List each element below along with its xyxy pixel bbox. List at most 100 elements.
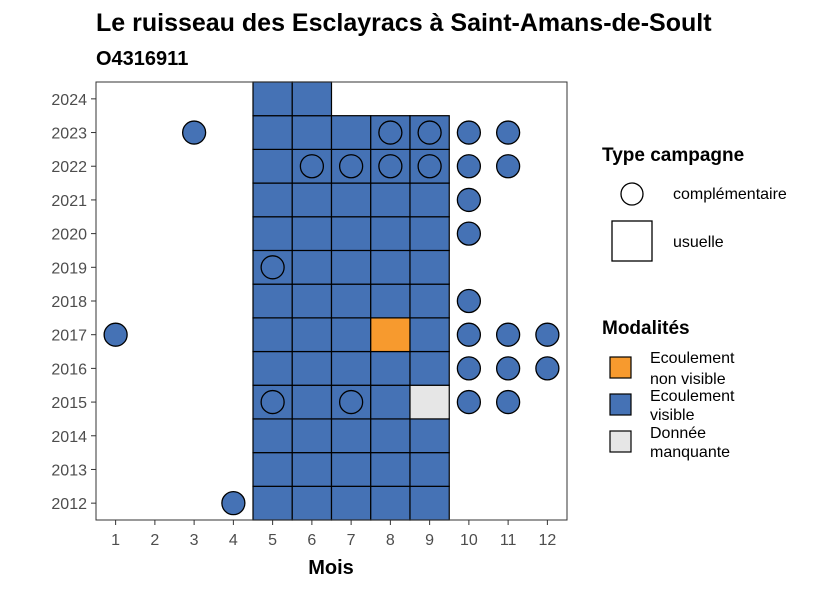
tile-2018-5 bbox=[252, 283, 293, 319]
tile-2019-7 bbox=[330, 249, 372, 285]
point-2015-5 bbox=[260, 389, 285, 415]
point-2017-1 bbox=[103, 322, 128, 347]
tile-2012-5 bbox=[252, 485, 293, 521]
tile-2012-6 bbox=[291, 485, 333, 521]
point-2012-4 bbox=[221, 491, 246, 516]
point-2016-11 bbox=[495, 356, 521, 381]
point-2017-11 bbox=[495, 322, 521, 347]
tile-2015-9 bbox=[409, 384, 450, 420]
y-tick-label: 2020 bbox=[51, 227, 87, 244]
tile-2016-6 bbox=[291, 350, 333, 386]
point-2017-12 bbox=[535, 322, 560, 347]
point-2022-11 bbox=[495, 154, 521, 179]
tile-2014-5 bbox=[252, 418, 293, 454]
tile-2021-6 bbox=[291, 182, 333, 218]
legend-modalites-title: Modalités bbox=[602, 318, 690, 339]
point-2022-10 bbox=[456, 154, 482, 179]
tile-2012-8 bbox=[370, 485, 411, 521]
legend-label-manquante-line2: manquante bbox=[650, 444, 730, 461]
tile-2020-5 bbox=[252, 216, 293, 252]
tile-2017-8 bbox=[370, 317, 411, 353]
tile-2013-5 bbox=[252, 452, 293, 487]
tile-2014-9 bbox=[409, 418, 450, 454]
y-tick-label: 2016 bbox=[51, 361, 87, 378]
point-2019-5 bbox=[260, 255, 285, 280]
tile-2024-5 bbox=[252, 81, 293, 117]
tile-2018-9 bbox=[409, 283, 450, 319]
tile-2014-6 bbox=[291, 418, 333, 454]
point-2017-10 bbox=[456, 322, 482, 347]
tile-2022-5 bbox=[252, 148, 293, 184]
point-2015-7 bbox=[338, 389, 364, 415]
legend-key-donnee-manquante bbox=[609, 430, 632, 453]
y-tick-label: 2018 bbox=[51, 294, 87, 311]
complementaire-points bbox=[103, 120, 560, 516]
legend: Type campagne complémentaire usuelle Mod… bbox=[602, 145, 787, 461]
x-axis-title: Mois bbox=[308, 557, 354, 579]
x-tick-label: 3 bbox=[190, 532, 199, 549]
legend-key-ecoulement-visible bbox=[609, 393, 632, 416]
tile-2013-9 bbox=[409, 452, 450, 487]
tile-2020-6 bbox=[291, 216, 333, 252]
tile-2014-8 bbox=[370, 418, 411, 454]
point-2022-8 bbox=[378, 154, 403, 179]
tile-2021-8 bbox=[370, 182, 411, 218]
point-2023-11 bbox=[495, 120, 521, 145]
legend-circle-key bbox=[620, 182, 644, 206]
tile-2023-6 bbox=[291, 115, 333, 150]
tile-2013-7 bbox=[330, 452, 372, 487]
point-2023-9 bbox=[417, 120, 442, 145]
tile-2021-5 bbox=[252, 182, 293, 218]
tile-2015-6 bbox=[291, 384, 333, 420]
legend-square-key bbox=[611, 220, 653, 262]
x-tick-label: 9 bbox=[425, 532, 434, 549]
tile-2017-9 bbox=[409, 317, 450, 353]
legend-label-complementaire: complémentaire bbox=[673, 186, 787, 203]
tile-2015-8 bbox=[370, 384, 411, 420]
tile-2020-8 bbox=[370, 216, 411, 252]
usuelle-tiles bbox=[252, 81, 450, 521]
point-2016-12 bbox=[535, 356, 560, 381]
y-tick-label: 2021 bbox=[51, 193, 87, 210]
legend-key-ecoulement-non-visible bbox=[609, 356, 632, 379]
point-2022-6 bbox=[299, 154, 325, 179]
y-tick-label: 2015 bbox=[51, 395, 87, 412]
point-2021-10 bbox=[456, 187, 482, 213]
point-2015-10 bbox=[456, 389, 482, 415]
tile-2021-7 bbox=[330, 182, 372, 218]
point-2022-7 bbox=[338, 154, 364, 179]
chart-title: Le ruisseau des Esclayracs à Saint-Amans… bbox=[96, 9, 712, 37]
legend-type-title: Type campagne bbox=[602, 145, 744, 166]
x-axis: 1 2 3 4 5 6 7 8 9 10 11 12 bbox=[111, 520, 556, 549]
tile-2023-5 bbox=[252, 115, 293, 150]
tile-2024-6 bbox=[291, 81, 333, 117]
tile-2012-7 bbox=[330, 485, 372, 521]
tile-2016-8 bbox=[370, 350, 411, 386]
tile-2014-7 bbox=[330, 418, 372, 454]
x-tick-label: 4 bbox=[229, 532, 238, 549]
x-tick-label: 8 bbox=[386, 532, 395, 549]
point-2023-10 bbox=[456, 120, 482, 145]
legend-label-manquante-line1: Donnée bbox=[650, 425, 706, 442]
point-2015-11 bbox=[495, 389, 521, 415]
tile-2020-7 bbox=[330, 216, 372, 252]
x-tick-label: 2 bbox=[150, 532, 159, 549]
tile-2013-8 bbox=[370, 452, 411, 487]
x-tick-label: 11 bbox=[500, 532, 517, 549]
point-2016-10 bbox=[456, 356, 482, 381]
point-2022-9 bbox=[417, 154, 442, 179]
tile-2013-6 bbox=[291, 452, 333, 487]
tile-2021-9 bbox=[409, 182, 450, 218]
legend-label-non-visible-line2: non visible bbox=[650, 371, 726, 388]
tile-2020-9 bbox=[409, 216, 450, 252]
point-2018-10 bbox=[456, 288, 482, 314]
y-tick-label: 2022 bbox=[51, 159, 87, 176]
tile-2019-8 bbox=[370, 249, 411, 285]
y-tick-label: 2024 bbox=[51, 92, 87, 109]
x-tick-label: 1 bbox=[111, 532, 120, 549]
x-tick-label: 6 bbox=[307, 532, 316, 549]
y-tick-label: 2023 bbox=[51, 126, 87, 143]
tile-2016-5 bbox=[252, 350, 293, 386]
x-tick-label: 12 bbox=[538, 532, 556, 549]
